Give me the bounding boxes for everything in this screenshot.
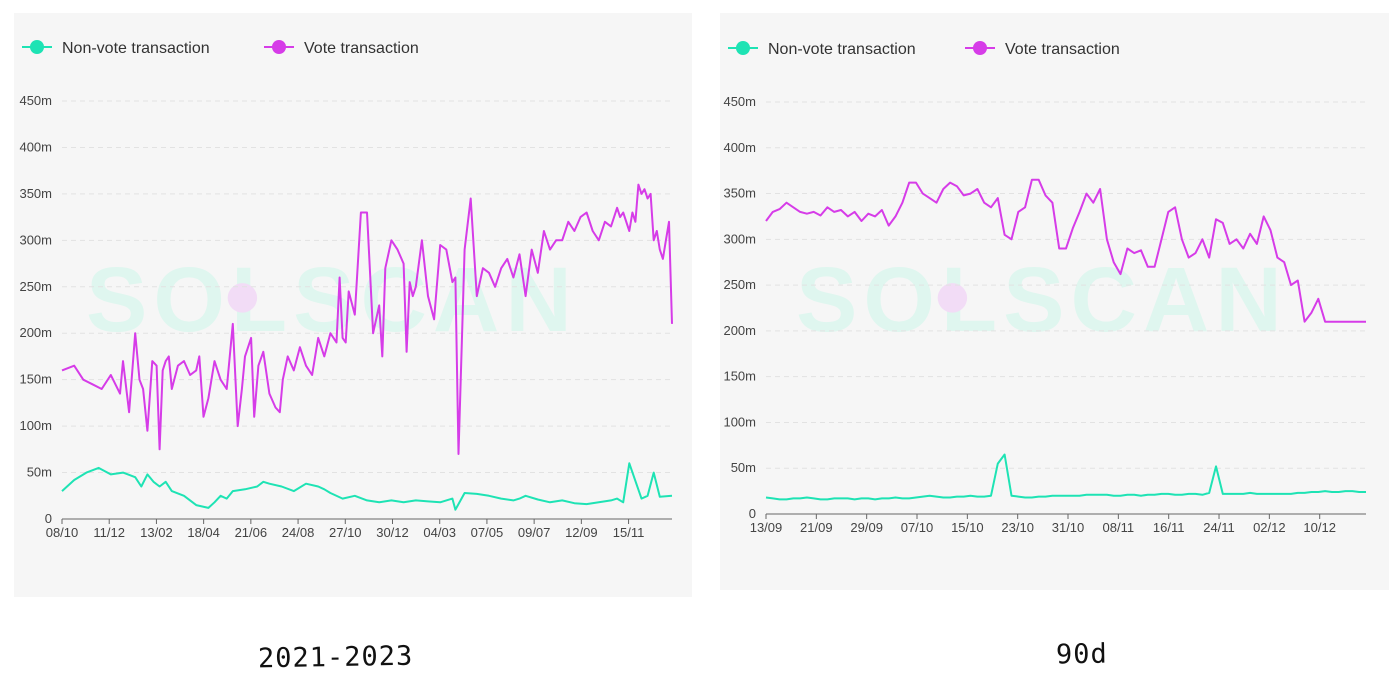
y-tick-label: 350m [19,186,52,201]
x-tick-label: 21/09 [800,520,833,535]
legend-vote[interactable]: Vote transaction [965,41,1120,58]
y-tick-label: 300m [19,232,52,247]
legend-label: Non-vote transaction [768,41,916,58]
x-tick-label: 21/06 [235,525,268,540]
x-tick-label: 02/12 [1253,520,1286,535]
x-tick-label: 13/09 [750,520,783,535]
caption-90d: 90d [1055,638,1109,671]
y-tick-label: 400m [723,140,756,155]
watermark-dot [227,283,258,313]
series-line-non-vote-transaction [61,462,673,511]
y-tick-label: 50m [27,465,52,480]
y-tick-label: 150m [723,369,756,384]
legend-non-vote[interactable]: Non-vote transaction [22,40,210,57]
legend-marker [30,40,44,54]
legend-label: Vote transaction [1005,41,1120,58]
y-tick-label: 450m [723,94,756,109]
y-tick-label: 100m [19,418,52,433]
x-tick-label: 08/10 [46,525,79,540]
y-tick-label: 400m [19,139,52,154]
x-tick-label: 13/02 [140,525,173,540]
legend-marker [272,40,286,54]
series-line-vote-transaction [765,178,1366,323]
legend-marker [736,41,750,55]
legend-label: Vote transaction [304,40,419,57]
legend-marker [973,41,987,55]
y-tick-label: 100m [723,414,756,429]
y-tick-label: 0 [45,511,52,526]
y-tick-label: 300m [723,231,756,246]
y-tick-label: 0 [749,506,756,521]
x-tick-label: 18/04 [187,525,220,540]
x-tick-label: 12/09 [565,525,598,540]
y-tick-label: 150m [19,372,52,387]
x-tick-label: 24/08 [282,525,315,540]
series-line-vote-transaction [61,183,673,455]
x-tick-label: 16/11 [1153,520,1185,535]
x-tick-label: 08/11 [1103,520,1135,535]
watermark-logo: SOLSCAN [796,249,1288,351]
x-tick-label: 31/10 [1052,520,1085,535]
series-line-non-vote-transaction [765,453,1366,501]
x-tick-label: 15/11 [613,525,645,540]
x-tick-label: 10/12 [1303,520,1336,535]
caption-2021-2023: 2021-2023 [257,640,414,675]
chart-90d: SOLSCAN 0 50m 100m 150m 200m 250m 300m 350m 400m 4… [723,41,1366,535]
x-tick-label: 27/10 [329,525,362,540]
legend-label: Non-vote transaction [62,40,210,57]
y-tick-label: 450m [19,93,52,108]
legend-non-vote[interactable]: Non-vote transaction [728,41,916,58]
watermark-logo: SOLSCAN [86,249,578,351]
x-tick-label: 09/07 [518,525,551,540]
chart-2021-2023: SOLSCAN 0 50m 100m 150m 200m 250m 300m 350m 400m 4… [19,40,673,540]
x-tick-label: 07/10 [901,520,934,535]
watermark-dot [937,283,968,313]
x-tick-label: 30/12 [376,525,409,540]
y-tick-label: 250m [19,279,52,294]
x-tick-label: 24/11 [1203,520,1235,535]
x-tick-label: 15/10 [951,520,984,535]
legend-vote[interactable]: Vote transaction [264,40,419,57]
x-tick-label: 07/05 [471,525,504,540]
x-tick-label: 23/10 [1001,520,1034,535]
y-tick-label: 50m [731,460,756,475]
x-tick-label: 11/12 [93,525,125,540]
x-tick-label: 04/03 [423,525,456,540]
chart-panel-2021-2023: SOLSCAN 0 50m 100m 150m 200m 250m 300m 350m 400m 4… [14,13,692,597]
x-tick-label: 29/09 [850,520,883,535]
y-tick-label: 200m [19,325,52,340]
y-tick-label: 250m [723,277,756,292]
chart-panel-90d: SOLSCAN 0 50m 100m 150m 200m 250m 300m 350m 400m 4… [720,13,1389,590]
y-tick-label: 350m [723,186,756,201]
y-tick-label: 200m [723,323,756,338]
